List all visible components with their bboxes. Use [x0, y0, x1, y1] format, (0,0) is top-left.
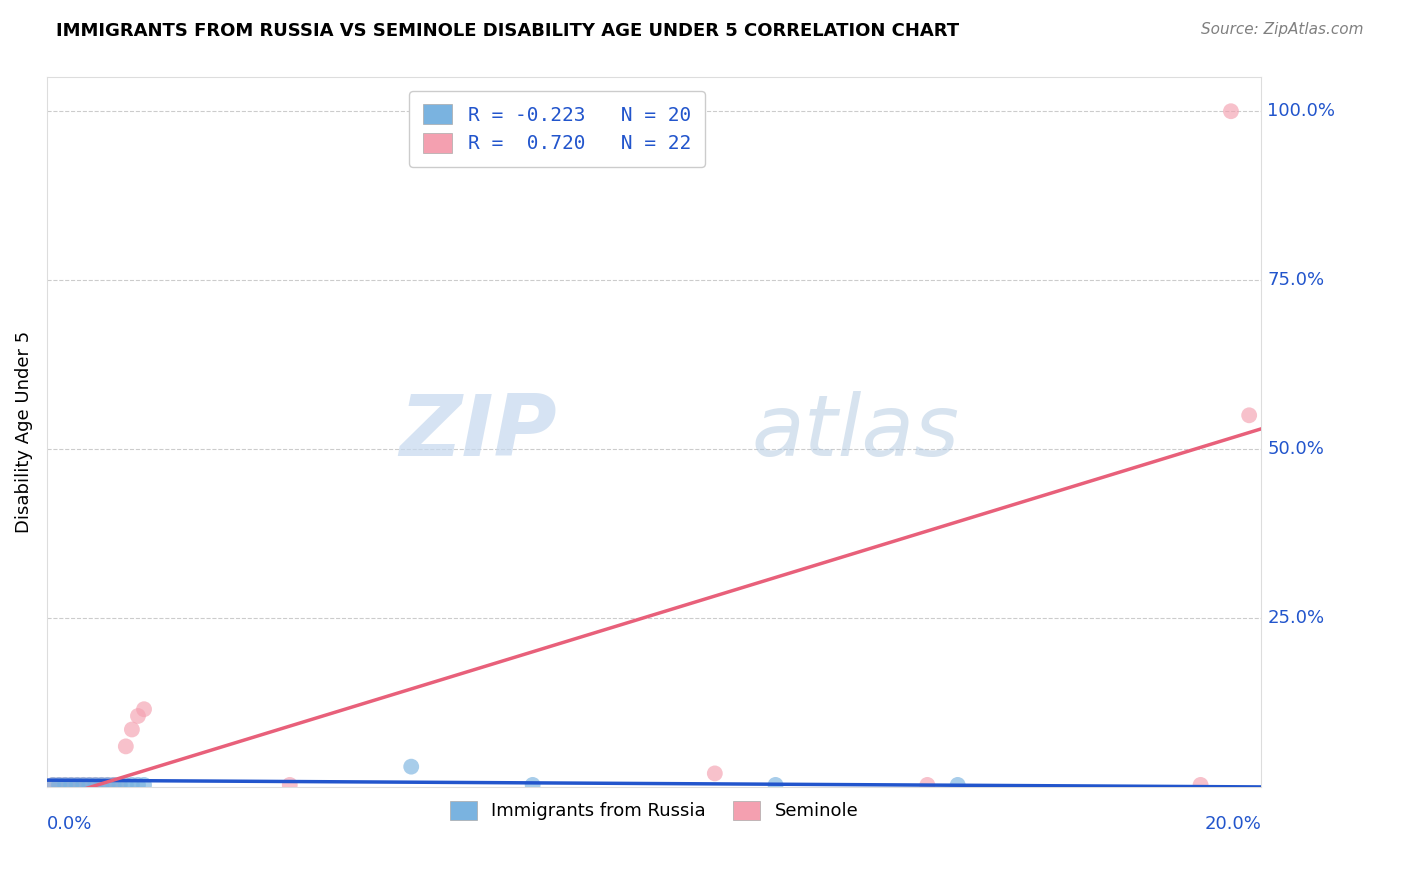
Point	[48, 778, 70, 792]
Point	[108, 778, 131, 792]
Point	[765, 778, 787, 792]
Point	[84, 778, 107, 792]
Point	[79, 778, 101, 792]
Text: atlas: atlas	[751, 391, 959, 474]
Point	[72, 778, 94, 792]
Text: 0.0%: 0.0%	[46, 815, 93, 833]
Point	[114, 778, 136, 792]
Text: 20.0%: 20.0%	[1205, 815, 1261, 833]
Point	[1189, 778, 1212, 792]
Y-axis label: Disability Age Under 5: Disability Age Under 5	[15, 331, 32, 533]
Text: 100.0%: 100.0%	[1267, 103, 1336, 120]
Point	[1219, 104, 1241, 119]
Point	[132, 778, 155, 792]
Point	[127, 709, 149, 723]
Point	[127, 778, 149, 792]
Point	[103, 778, 125, 792]
Point	[66, 778, 89, 792]
Point	[66, 778, 89, 792]
Text: 50.0%: 50.0%	[1267, 440, 1324, 458]
Text: IMMIGRANTS FROM RUSSIA VS SEMINOLE DISABILITY AGE UNDER 5 CORRELATION CHART: IMMIGRANTS FROM RUSSIA VS SEMINOLE DISAB…	[56, 22, 959, 40]
Point	[72, 778, 94, 792]
Point	[522, 778, 544, 792]
Text: Source: ZipAtlas.com: Source: ZipAtlas.com	[1201, 22, 1364, 37]
Point	[132, 702, 155, 716]
Point	[97, 778, 120, 792]
Point	[90, 778, 112, 792]
Point	[703, 766, 725, 780]
Text: 75.0%: 75.0%	[1267, 271, 1324, 289]
Legend: Immigrants from Russia, Seminole: Immigrants from Russia, Seminole	[443, 794, 866, 828]
Point	[48, 778, 70, 792]
Point	[60, 778, 83, 792]
Point	[917, 778, 939, 792]
Point	[42, 778, 65, 792]
Text: ZIP: ZIP	[399, 391, 557, 474]
Point	[53, 778, 76, 792]
Point	[103, 778, 125, 792]
Point	[114, 739, 136, 754]
Text: 25.0%: 25.0%	[1267, 609, 1324, 627]
Point	[108, 778, 131, 792]
Point	[278, 778, 301, 792]
Point	[946, 778, 969, 792]
Point	[53, 778, 76, 792]
Point	[1237, 409, 1260, 423]
Point	[42, 778, 65, 792]
Point	[121, 778, 143, 792]
Point	[121, 723, 143, 737]
Point	[399, 759, 422, 773]
Point	[84, 778, 107, 792]
Point	[97, 778, 120, 792]
Point	[60, 778, 83, 792]
Point	[90, 778, 112, 792]
Point	[79, 778, 101, 792]
